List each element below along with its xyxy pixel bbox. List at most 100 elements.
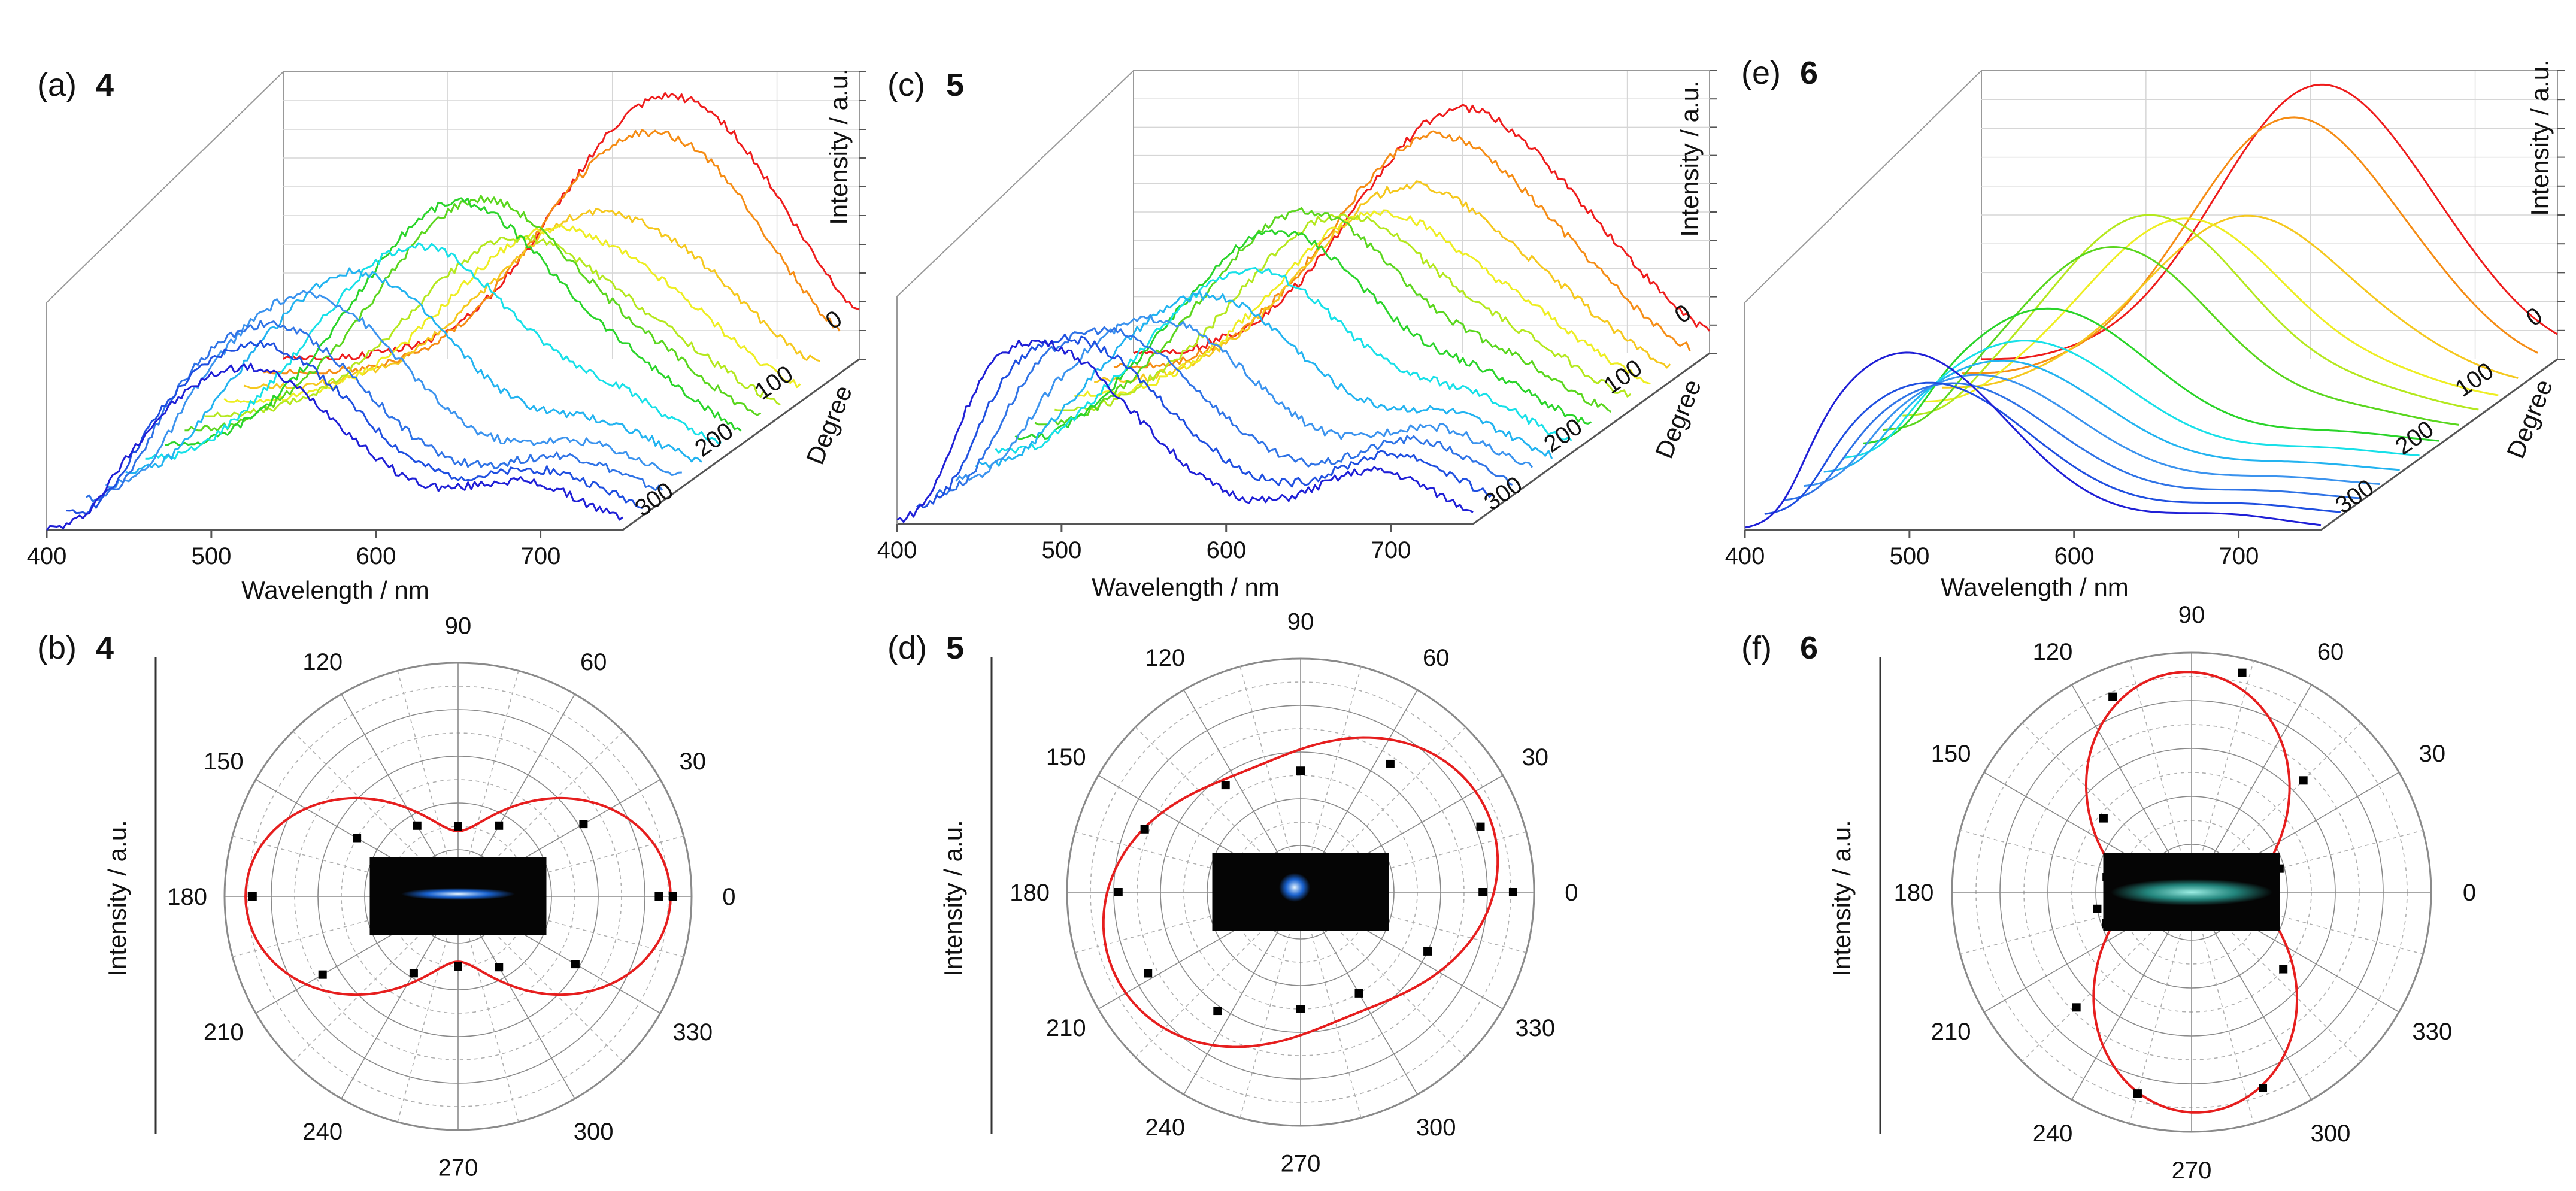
- panel-b-point-4: [454, 822, 462, 831]
- panel-e-frame: [1744, 70, 2565, 538]
- panel-d-letter: (d): [887, 630, 927, 666]
- panel-a-spectrum-0deg: [46, 362, 623, 531]
- panel-f-inset-glow: [2111, 879, 2272, 905]
- panel-d-fit: [1102, 736, 1499, 1048]
- panel-e-x-ticks: 400 500 600 700: [1725, 543, 2259, 569]
- panel-b-angle-240: 240: [302, 1119, 343, 1145]
- panel-c-zlabel: Degree: [1650, 375, 1707, 462]
- panel-e-zlabel: Degree: [2501, 375, 2558, 462]
- panel-f-angle-0: 0: [2463, 880, 2476, 906]
- panel-b-point-6: [353, 834, 362, 843]
- polar-panel-f: (f) 6 Intensity / a.u. 0 30 60 90 120 150 180 2…: [1741, 602, 2476, 1184]
- panel-e-side-wall: [1744, 70, 1982, 530]
- panel-b-point-1: [654, 892, 663, 901]
- panel-d-angle-ticks: 0 30 60 90 120 150 180 210 240 270 300 330: [1010, 609, 1578, 1177]
- panel-a-floor-edge: [47, 358, 860, 531]
- panel-b-compound: 4: [96, 630, 114, 666]
- polar-panel-d: (d) 5 Intensity / a.u. 0 30 60 90 120 150 180 2…: [887, 609, 1578, 1177]
- panel-d-angle-30: 30: [1522, 744, 1549, 771]
- panel-d-inset-glow: [1279, 873, 1310, 902]
- spectra-panel-c: (c) 5 400 500 600 700 Wavelength / nm 0 …: [877, 67, 1717, 601]
- panel-b-angle-0: 0: [722, 884, 735, 910]
- panel-f-point-6: [2072, 1003, 2081, 1012]
- panel-e-spectrum-75deg: [1843, 340, 2420, 459]
- panel-e-spectrum-30deg: [1784, 382, 2360, 501]
- panel-f-point-8: [2259, 1084, 2268, 1093]
- panel-c-xtick-400: 400: [877, 537, 917, 563]
- panel-b-point-10: [454, 962, 462, 971]
- panel-b-point-12: [571, 960, 580, 969]
- panel-a-frame: [46, 71, 866, 538]
- panel-c-dtick-100: 100: [1599, 354, 1647, 399]
- panel-d-point-12: [1423, 947, 1432, 956]
- panel-f-inset: [2103, 853, 2280, 931]
- panel-c-xtick-500: 500: [1042, 537, 1082, 563]
- panel-c-spectrum-75deg: [995, 267, 1572, 454]
- panel-e-letter: (e): [1741, 55, 1781, 91]
- panel-c-dtick-300: 300: [1480, 471, 1528, 516]
- panel-c-x-ticks: 400 500 600 700: [877, 537, 1411, 563]
- panel-b-point-0: [668, 892, 677, 901]
- panel-a-dtick-300: 300: [631, 477, 678, 522]
- panel-d-angle-0: 0: [1565, 880, 1578, 906]
- panel-e-spectrum-135deg: [1922, 217, 2499, 403]
- panel-a-spectrum-60deg: [125, 267, 702, 474]
- panel-c-floor-edge: [897, 352, 1710, 525]
- panel-f-point-9: [2279, 965, 2288, 974]
- panel-c-spectrum-120deg: [1054, 213, 1632, 411]
- panel-c-side-wall: [896, 70, 1134, 524]
- panel-a-spectrum-45deg: [105, 290, 682, 489]
- panel-e-xlabel: Wavelength / nm: [1941, 573, 2129, 601]
- panel-f-angle-120: 120: [2033, 639, 2073, 665]
- panel-b-points: [248, 820, 677, 979]
- panel-b-angle-270: 270: [438, 1154, 478, 1181]
- panel-c-ylabel: Intensity / a.u.: [1675, 80, 1704, 237]
- panel-b-point-11: [495, 963, 504, 972]
- panel-f-angle-300: 300: [2311, 1120, 2351, 1147]
- panel-f-angle-210: 210: [1931, 1019, 1971, 1045]
- panel-e-degree-ticks: 0 100 200 300: [2331, 302, 2548, 519]
- panel-e-spectrum-60deg: [1823, 359, 2400, 473]
- panel-c-spectrum-0deg: [896, 339, 1474, 523]
- panel-e-xtick-400: 400: [1725, 543, 1765, 569]
- panel-f-letter: (f): [1741, 630, 1772, 666]
- panel-a-spectrum-90deg: [165, 197, 742, 446]
- panel-c-spectrum-150deg: [1094, 180, 1671, 383]
- panel-e-dtick-100: 100: [2451, 357, 2499, 402]
- panel-a-spectrum-150deg: [243, 208, 820, 389]
- panel-d-angle-120: 120: [1145, 645, 1185, 671]
- panel-c-compound: 5: [946, 67, 964, 103]
- panel-b-inset: [369, 857, 547, 935]
- panel-b-angle-150: 150: [204, 748, 244, 775]
- spectra-panel-a: (a) 4 400 500 600 700 Wavelength / nm 0 …: [27, 67, 866, 604]
- panel-c-spectrum-180deg: [1133, 104, 1711, 354]
- panel-b-angle-ticks: 0 30 60 90 120 150 180 210 240 270 300 330: [167, 613, 735, 1181]
- panel-d-angle-210: 210: [1046, 1015, 1086, 1041]
- panel-a-spectrum-180deg: [283, 92, 860, 360]
- panel-c-frame: [896, 70, 1717, 532]
- panel-e-dtick-0: 0: [2522, 302, 2547, 332]
- panel-b-point-9: [409, 969, 418, 978]
- panel-b-point-7: [248, 892, 257, 901]
- panel-f-angle-330: 330: [2412, 1019, 2452, 1045]
- polar-panel-b: (b) 4 Intensity / a.u. 0 30 60 90 120 150 180 2…: [37, 613, 736, 1181]
- panel-e-floor-edge: [1745, 358, 2558, 531]
- panel-f-ylabel: Intensity / a.u.: [1828, 820, 1856, 976]
- panel-f-angle-90: 90: [2178, 602, 2205, 628]
- panel-b-ylabel: Intensity / a.u.: [103, 820, 131, 976]
- panel-d-angle-330: 330: [1515, 1015, 1555, 1041]
- panel-a-dtick-200: 200: [690, 417, 738, 462]
- panel-a-dtick-100: 100: [750, 360, 798, 405]
- panel-c-dtick-0: 0: [1670, 299, 1696, 329]
- panel-a-spectrum-30deg: [86, 320, 663, 502]
- panel-b-point-2: [579, 820, 588, 829]
- panel-d-fit-curve: [1102, 736, 1499, 1048]
- panel-d-inset: [1212, 853, 1389, 931]
- panel-b-fit: [244, 796, 672, 996]
- panel-d-angle-60: 60: [1423, 645, 1450, 671]
- panel-b-angle-60: 60: [580, 649, 607, 675]
- panel-f-compound: 6: [1800, 630, 1818, 666]
- panel-c-xlabel: Wavelength / nm: [1092, 573, 1280, 601]
- panel-f-angle-30: 30: [2419, 741, 2446, 767]
